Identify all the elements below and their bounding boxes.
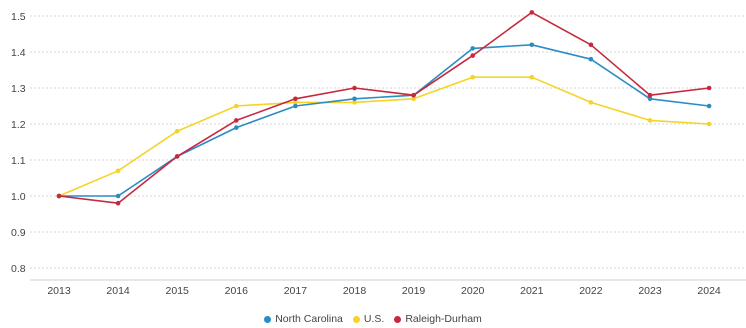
data-point-raleigh-durham [529,10,535,15]
x-tick-label: 2017 [284,285,308,297]
data-point-u-s [706,121,712,127]
data-point-u-s [234,103,239,109]
y-tick-label: 1.2 [11,119,26,131]
data-point-north-carolina [234,125,239,130]
legend-item-raleigh-durham: Raleigh-Durham [394,313,482,325]
data-point-raleigh-durham [470,53,476,58]
gridlines [30,15,746,281]
y-tick-label: 1.1 [11,155,26,167]
x-tick-label: 2013 [47,285,71,297]
x-tick-label: 2019 [402,285,426,297]
x-tick-label: 2014 [106,285,130,297]
data-point-raleigh-durham [352,85,357,91]
x-tick-label: 2022 [579,285,603,297]
data-point-u-s [588,100,594,105]
legend-label-raleigh-durham: Raleigh-Durham [405,313,482,325]
data-point-raleigh-durham [56,193,62,199]
data-point-u-s [470,74,476,80]
x-tick-label: 2018 [343,285,367,297]
data-point-u-s [352,100,357,105]
series-u-s [56,74,712,199]
legend-swatch-raleigh-durham [394,315,402,323]
x-tick-label: 2016 [225,285,249,297]
data-point-u-s [115,168,121,174]
legend-swatch-us [352,315,360,323]
y-tick-label: 1.0 [11,191,26,203]
data-point-raleigh-durham [706,85,712,91]
y-tick-label: 0.9 [11,227,26,239]
data-point-north-carolina [706,103,712,109]
data-point-north-carolina [529,42,535,48]
series-raleigh-durham [56,10,712,206]
data-point-raleigh-durham [411,92,416,98]
x-tick-label: 2015 [166,285,190,297]
legend-label-north-carolina: North Carolina [275,313,343,325]
data-point-u-s [411,96,416,102]
series-line-u-s [58,76,710,197]
series-line-raleigh-durham [58,11,710,204]
data-point-north-carolina [115,193,121,199]
data-point-raleigh-durham [588,42,594,48]
data-point-raleigh-durham [234,118,239,123]
y-tick-label: 1.3 [11,83,26,95]
legend-item-us: U.S. [352,313,385,325]
x-tick-label: 2023 [638,285,662,297]
data-point-north-carolina [647,96,653,102]
series-line-north-carolina [59,43,710,197]
x-tick-label: 2024 [697,285,721,297]
data-point-north-carolina [588,56,594,62]
y-tick-label: 0.8 [11,263,26,275]
y-axis-tick-labels: 0.8 0.9 1.0 1.1 1.2 1.3 1.4 1.5 [11,11,26,275]
data-point-north-carolina [293,103,298,109]
data-point-u-s [293,100,298,105]
x-tick-label: 2021 [520,285,544,297]
y-tick-label: 1.4 [11,47,26,59]
data-point-raleigh-durham [293,96,298,102]
legend-item-north-carolina: North Carolina [264,313,343,325]
x-tick-label: 2020 [461,285,485,297]
legend: North Carolina U.S. Raleigh-Durham [0,312,746,326]
x-axis-tick-labels: 2013 2014 2015 2016 2017 2018 2019 2020 2021 2022… [47,285,721,297]
y-tick-label: 1.5 [11,11,26,23]
data-point-north-carolina [470,46,476,51]
legend-label-us: U.S. [363,313,385,325]
data-point-u-s [174,128,180,134]
series-group [56,10,712,206]
data-point-raleigh-durham [115,200,121,206]
data-point-u-s [647,118,653,123]
data-point-raleigh-durham [647,92,653,98]
data-point-raleigh-durham [174,154,180,159]
data-point-u-s [529,74,535,80]
legend-swatch-north-carolina [264,315,272,323]
data-point-north-carolina [352,96,357,102]
